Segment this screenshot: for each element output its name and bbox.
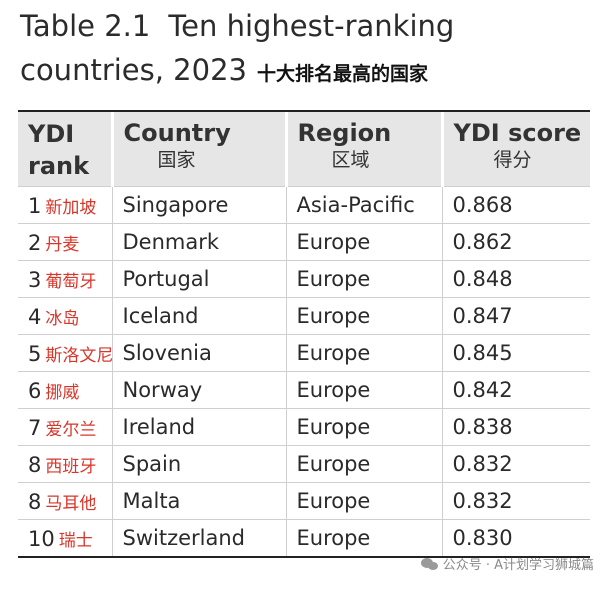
rank-number: 1 <box>28 193 42 218</box>
header-score-cn: 得分 <box>493 149 532 171</box>
table-title: Table 2.1 Ten highest-ranking countries, … <box>20 4 600 96</box>
title-sub: countries, 2023 <box>20 53 247 87</box>
rank-cell: 3 葡萄牙 <box>18 260 113 298</box>
region-cell: Europe <box>286 371 443 409</box>
table-row: 5 斯洛文尼 Slovenia Europe 0.845 <box>18 334 590 372</box>
country-cn-name: 斯洛文尼 <box>45 345 114 366</box>
title-line-1: Table 2.1 Ten highest-ranking <box>20 4 600 48</box>
rank-number: 10 <box>28 526 55 551</box>
country-cn-name: 冰岛 <box>45 308 80 329</box>
watermark: 公众号 · A计划学习狮城篇 <box>420 554 594 573</box>
title-cn: 十大排名最高的国家 <box>257 63 429 85</box>
header-score-label: YDI score <box>453 119 582 147</box>
table-row: 7 爱尔兰 Ireland Europe 0.838 <box>18 408 590 446</box>
score-cell: 0.862 <box>442 223 590 261</box>
header-row: YDI rank Country 国家 Region 区域 YDI score … <box>18 112 590 187</box>
country-cn-name: 爱尔兰 <box>45 419 97 440</box>
score-cell: 0.868 <box>442 186 590 224</box>
country-cn-name: 新加坡 <box>45 197 97 218</box>
title-line-2: countries, 2023 十大排名最高的国家 <box>20 48 600 96</box>
table-row: 8 西班牙 Spain Europe 0.832 <box>18 445 590 483</box>
score-cell: 0.830 <box>442 519 590 556</box>
rank-cell: 7 爱尔兰 <box>18 408 113 446</box>
rank-cell: 2 丹麦 <box>18 223 113 261</box>
country-cell: Denmark <box>112 223 287 261</box>
header-country-cn: 国家 <box>157 149 196 171</box>
header-score: YDI score 得分 <box>442 112 590 187</box>
region-cell: Asia-Pacific <box>286 186 443 224</box>
country-cn-name: 丹麦 <box>45 234 80 255</box>
country-cell: Portugal <box>112 260 287 298</box>
country-cell: Singapore <box>112 186 287 224</box>
table-row: 10 瑞士 Switzerland Europe 0.830 <box>18 519 590 556</box>
rank-cell: 8 西班牙 <box>18 445 113 483</box>
country-cell: Spain <box>112 445 287 483</box>
score-cell: 0.845 <box>442 334 590 372</box>
table-row: 3 葡萄牙 Portugal Europe 0.848 <box>18 260 590 298</box>
table-row: 4 冰岛 Iceland Europe 0.847 <box>18 297 590 335</box>
rank-number: 4 <box>28 304 42 329</box>
country-cell: Iceland <box>112 297 287 335</box>
country-cell: Norway <box>112 371 287 409</box>
table-row: 2 丹麦 Denmark Europe 0.862 <box>18 223 590 261</box>
wechat-icon <box>420 557 439 571</box>
table-row: 1 新加坡 Singapore Asia-Pacific 0.868 <box>18 186 590 224</box>
region-cell: Europe <box>286 223 443 261</box>
rank-cell: 1 新加坡 <box>18 186 113 224</box>
watermark-text: 公众号 · A计划学习狮城篇 <box>442 558 594 573</box>
country-cn-name: 挪威 <box>45 382 80 403</box>
region-cell: Europe <box>286 445 443 483</box>
region-cell: Europe <box>286 334 443 372</box>
score-cell: 0.832 <box>442 482 590 520</box>
rank-number: 3 <box>28 267 42 292</box>
rank-number: 8 <box>28 489 42 514</box>
ranking-table: YDI rank Country 国家 Region 区域 YDI score … <box>18 110 590 558</box>
country-cell: Ireland <box>112 408 287 446</box>
country-cell: Malta <box>112 482 287 520</box>
title-prefix: Table 2.1 <box>20 9 151 43</box>
region-cell: Europe <box>286 519 443 556</box>
country-cell: Slovenia <box>112 334 287 372</box>
score-cell: 0.847 <box>442 297 590 335</box>
title-main: Ten highest-ranking <box>168 9 455 43</box>
rank-number: 5 <box>28 341 42 366</box>
region-cell: Europe <box>286 482 443 520</box>
rank-cell: 10 瑞士 <box>18 519 113 556</box>
rank-cell: 8 马耳他 <box>18 482 113 520</box>
header-region: Region 区域 <box>286 112 444 187</box>
score-cell: 0.848 <box>442 260 590 298</box>
score-cell: 0.838 <box>442 408 590 446</box>
header-region-label: Region <box>297 119 392 147</box>
rank-number: 8 <box>28 452 42 477</box>
header-country: Country 国家 <box>112 112 288 187</box>
rank-number: 2 <box>28 230 42 255</box>
country-cn-name: 西班牙 <box>45 456 97 477</box>
region-cell: Europe <box>286 408 443 446</box>
rank-cell: 5 斯洛文尼 <box>18 334 114 372</box>
rank-cell: 4 冰岛 <box>18 297 113 335</box>
rank-number: 6 <box>28 378 42 403</box>
country-cn-name: 葡萄牙 <box>45 271 97 292</box>
score-cell: 0.832 <box>442 445 590 483</box>
score-cell: 0.842 <box>442 371 590 409</box>
header-country-label: Country <box>123 119 231 147</box>
table-row: 8 马耳他 Malta Europe 0.832 <box>18 482 590 520</box>
rank-cell: 6 挪威 <box>18 371 113 409</box>
region-cell: Europe <box>286 297 443 335</box>
rank-number: 7 <box>28 415 42 440</box>
country-cn-name: 瑞士 <box>58 530 93 551</box>
region-cell: Europe <box>286 260 443 298</box>
header-rank-label: YDI rank <box>28 120 90 180</box>
country-cell: Switzerland <box>112 519 287 556</box>
country-cn-name: 马耳他 <box>45 493 97 514</box>
header-region-cn: 区域 <box>331 149 370 171</box>
header-rank: YDI rank <box>18 112 114 187</box>
table-row: 6 挪威 Norway Europe 0.842 <box>18 371 590 409</box>
